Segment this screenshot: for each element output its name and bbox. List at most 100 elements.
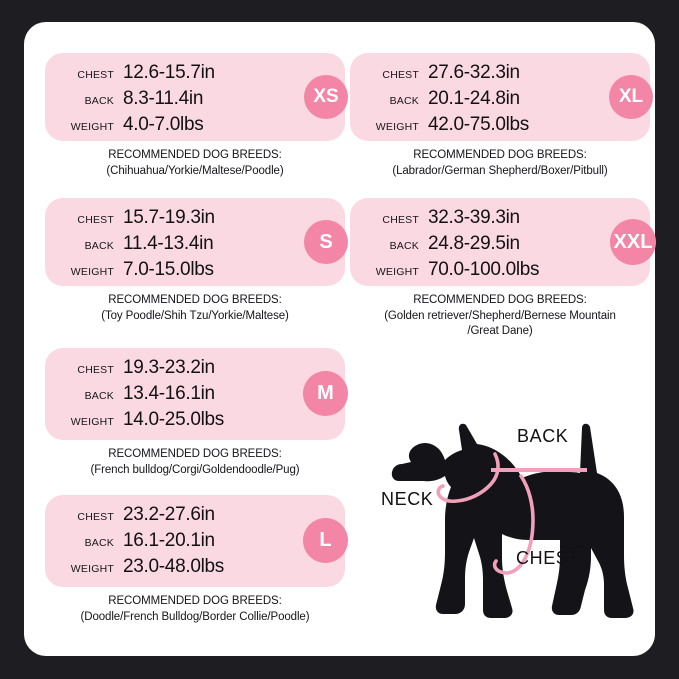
measurement-row-back: BACK 20.1-24.8in xyxy=(350,88,650,112)
measurement-card: CHEST 19.3-23.2in BACK 13.4-16.1in WEIGH… xyxy=(45,348,348,440)
breeds-list-line1: (French bulldog/Corgi/Goldendoodle/Pug) xyxy=(90,463,300,476)
breeds-list-line1: (Toy Poodle/Shih Tzu/Yorkie/Maltese) xyxy=(101,309,289,322)
measurement-row-chest: CHEST 12.6-15.7in xyxy=(45,62,345,86)
row-label-back: BACK xyxy=(389,95,419,107)
row-value-back: 8.3-11.4in xyxy=(123,88,204,109)
breeds-text-xs: RECOMMENDED DOG BREEDS: (Chihuahua/Yorki… xyxy=(45,148,345,179)
breeds-heading: RECOMMENDED DOG BREEDS: xyxy=(413,294,587,306)
measurement-row-weight: WEIGHT 23.0-48.0lbs xyxy=(45,556,345,580)
diagram-label-neck: NECK xyxy=(381,489,434,509)
row-label-chest: CHEST xyxy=(77,364,114,376)
size-card-s: CHEST 15.7-19.3in BACK 11.4-13.4in WEIGH… xyxy=(45,198,348,324)
measurement-row-back: BACK 8.3-11.4in xyxy=(45,88,345,112)
row-value-back: 13.4-16.1in xyxy=(123,383,215,404)
row-label-back: BACK xyxy=(84,537,114,549)
measurement-card: CHEST 27.6-32.3in BACK 20.1-24.8in WEIGH… xyxy=(350,53,653,141)
row-label-weight: WEIGHT xyxy=(70,563,114,575)
measurement-row-weight: WEIGHT 70.0-100.0lbs xyxy=(350,259,650,283)
measurement-row-chest: CHEST 15.7-19.3in xyxy=(45,207,345,231)
breeds-text-s: RECOMMENDED DOG BREEDS: (Toy Poodle/Shih… xyxy=(45,293,345,324)
dog-silhouette-icon xyxy=(391,423,634,618)
measurement-card: CHEST 12.6-15.7in BACK 8.3-11.4in WEIGHT… xyxy=(45,53,348,141)
measurement-card: CHEST 15.7-19.3in BACK 11.4-13.4in WEIGH… xyxy=(45,198,348,286)
size-card-l: CHEST 23.2-27.6in BACK 16.1-20.1in WEIGH… xyxy=(45,495,348,625)
measurement-row-chest: CHEST 19.3-23.2in xyxy=(45,357,345,381)
size-badge-xl: XL xyxy=(609,75,653,119)
row-value-weight: 4.0-7.0lbs xyxy=(123,114,204,135)
measurement-row-chest: CHEST 27.6-32.3in xyxy=(350,62,650,86)
size-badge-xs: XS xyxy=(304,75,348,119)
measurement-row-back: BACK 13.4-16.1in xyxy=(45,383,345,407)
breeds-heading: RECOMMENDED DOG BREEDS: xyxy=(108,448,282,460)
measurement-row-back: BACK 11.4-13.4in xyxy=(45,233,345,257)
row-label-back: BACK xyxy=(84,390,114,402)
row-value-chest: 12.6-15.7in xyxy=(123,62,215,83)
row-value-chest: 15.7-19.3in xyxy=(123,207,215,228)
neck-measure-line xyxy=(436,452,500,504)
size-badge-s: S xyxy=(304,220,348,264)
size-badge-l: L xyxy=(303,518,348,563)
breeds-list-line1: (Golden retriever/Shepherd/Bernese Mount… xyxy=(384,309,616,322)
measurement-row-weight: WEIGHT 7.0-15.0lbs xyxy=(45,259,345,283)
size-card-xl: CHEST 27.6-32.3in BACK 20.1-24.8in WEIGH… xyxy=(350,53,653,179)
diagram-label-back: BACK xyxy=(517,426,569,446)
measurement-row-chest: CHEST 23.2-27.6in xyxy=(45,504,345,528)
size-badge-xxl: XXL xyxy=(610,219,656,265)
row-label-chest: CHEST xyxy=(77,511,114,523)
measurement-card: CHEST 23.2-27.6in BACK 16.1-20.1in WEIGH… xyxy=(45,495,348,587)
chart-panel: CHEST 12.6-15.7in BACK 8.3-11.4in WEIGHT… xyxy=(24,22,656,656)
row-label-weight: WEIGHT xyxy=(70,121,114,133)
row-value-weight: 70.0-100.0lbs xyxy=(428,259,540,280)
breeds-heading: RECOMMENDED DOG BREEDS: xyxy=(108,294,282,306)
breeds-text-xl: RECOMMENDED DOG BREEDS: (Labrador/German… xyxy=(350,148,650,179)
row-label-back: BACK xyxy=(84,95,114,107)
measurement-row-back: BACK 16.1-20.1in xyxy=(45,530,345,554)
row-value-weight: 14.0-25.0lbs xyxy=(123,409,224,430)
dog-diagram-svg xyxy=(391,423,634,618)
breeds-heading: RECOMMENDED DOG BREEDS: xyxy=(108,149,282,161)
row-value-chest: 32.3-39.3in xyxy=(428,207,520,228)
row-value-back: 16.1-20.1in xyxy=(123,530,215,551)
breeds-text-m: RECOMMENDED DOG BREEDS: (French bulldog/… xyxy=(45,447,345,478)
row-value-weight: 7.0-15.0lbs xyxy=(123,259,214,280)
measurement-card: CHEST 32.3-39.3in BACK 24.8-29.5in WEIGH… xyxy=(350,198,656,286)
row-value-weight: 23.0-48.0lbs xyxy=(123,556,224,577)
breeds-list-line1: (Labrador/German Shepherd/Boxer/Pitbull) xyxy=(392,164,608,177)
measurement-row-weight: WEIGHT 4.0-7.0lbs xyxy=(45,114,345,138)
measurement-row-back: BACK 24.8-29.5in xyxy=(350,233,650,257)
size-badge-m: M xyxy=(303,371,348,416)
breeds-text-xxl: RECOMMENDED DOG BREEDS: (Golden retrieve… xyxy=(350,293,650,340)
chest-measure-line xyxy=(492,474,535,575)
diagram-label-chest: CHEST xyxy=(516,548,581,568)
measurement-row-weight: WEIGHT 14.0-25.0lbs xyxy=(45,409,345,433)
row-value-weight: 42.0-75.0lbs xyxy=(428,114,529,135)
row-value-back: 20.1-24.8in xyxy=(428,88,520,109)
breeds-text-l: RECOMMENDED DOG BREEDS: (Doodle/French B… xyxy=(45,594,345,625)
breeds-list-line2: /Great Dane) xyxy=(467,325,533,337)
row-value-chest: 27.6-32.3in xyxy=(428,62,520,83)
measurement-row-chest: CHEST 32.3-39.3in xyxy=(350,207,650,231)
breeds-heading: RECOMMENDED DOG BREEDS: xyxy=(413,149,587,161)
row-value-back: 11.4-13.4in xyxy=(123,233,214,254)
row-label-chest: CHEST xyxy=(382,69,419,81)
size-card-xxl: CHEST 32.3-39.3in BACK 24.8-29.5in WEIGH… xyxy=(350,198,656,340)
row-label-weight: WEIGHT xyxy=(375,266,419,278)
row-label-chest: CHEST xyxy=(77,214,114,226)
row-label-chest: CHEST xyxy=(77,69,114,81)
row-label-chest: CHEST xyxy=(382,214,419,226)
breeds-list-line1: (Chihuahua/Yorkie/Maltese/Poodle) xyxy=(106,164,284,177)
size-card-xs: CHEST 12.6-15.7in BACK 8.3-11.4in WEIGHT… xyxy=(45,53,348,179)
row-value-chest: 19.3-23.2in xyxy=(123,357,215,378)
row-label-back: BACK xyxy=(389,240,419,252)
row-label-back: BACK xyxy=(84,240,114,252)
row-label-weight: WEIGHT xyxy=(70,416,114,428)
row-value-back: 24.8-29.5in xyxy=(428,233,520,254)
dog-measurement-diagram: BACK NECK CHEST xyxy=(369,380,669,642)
row-value-chest: 23.2-27.6in xyxy=(123,504,215,525)
size-card-m: CHEST 19.3-23.2in BACK 13.4-16.1in WEIGH… xyxy=(45,348,348,478)
row-label-weight: WEIGHT xyxy=(375,121,419,133)
row-label-weight: WEIGHT xyxy=(70,266,114,278)
measurement-row-weight: WEIGHT 42.0-75.0lbs xyxy=(350,114,650,138)
breeds-list-line1: (Doodle/French Bulldog/Border Collie/Poo… xyxy=(80,610,310,623)
